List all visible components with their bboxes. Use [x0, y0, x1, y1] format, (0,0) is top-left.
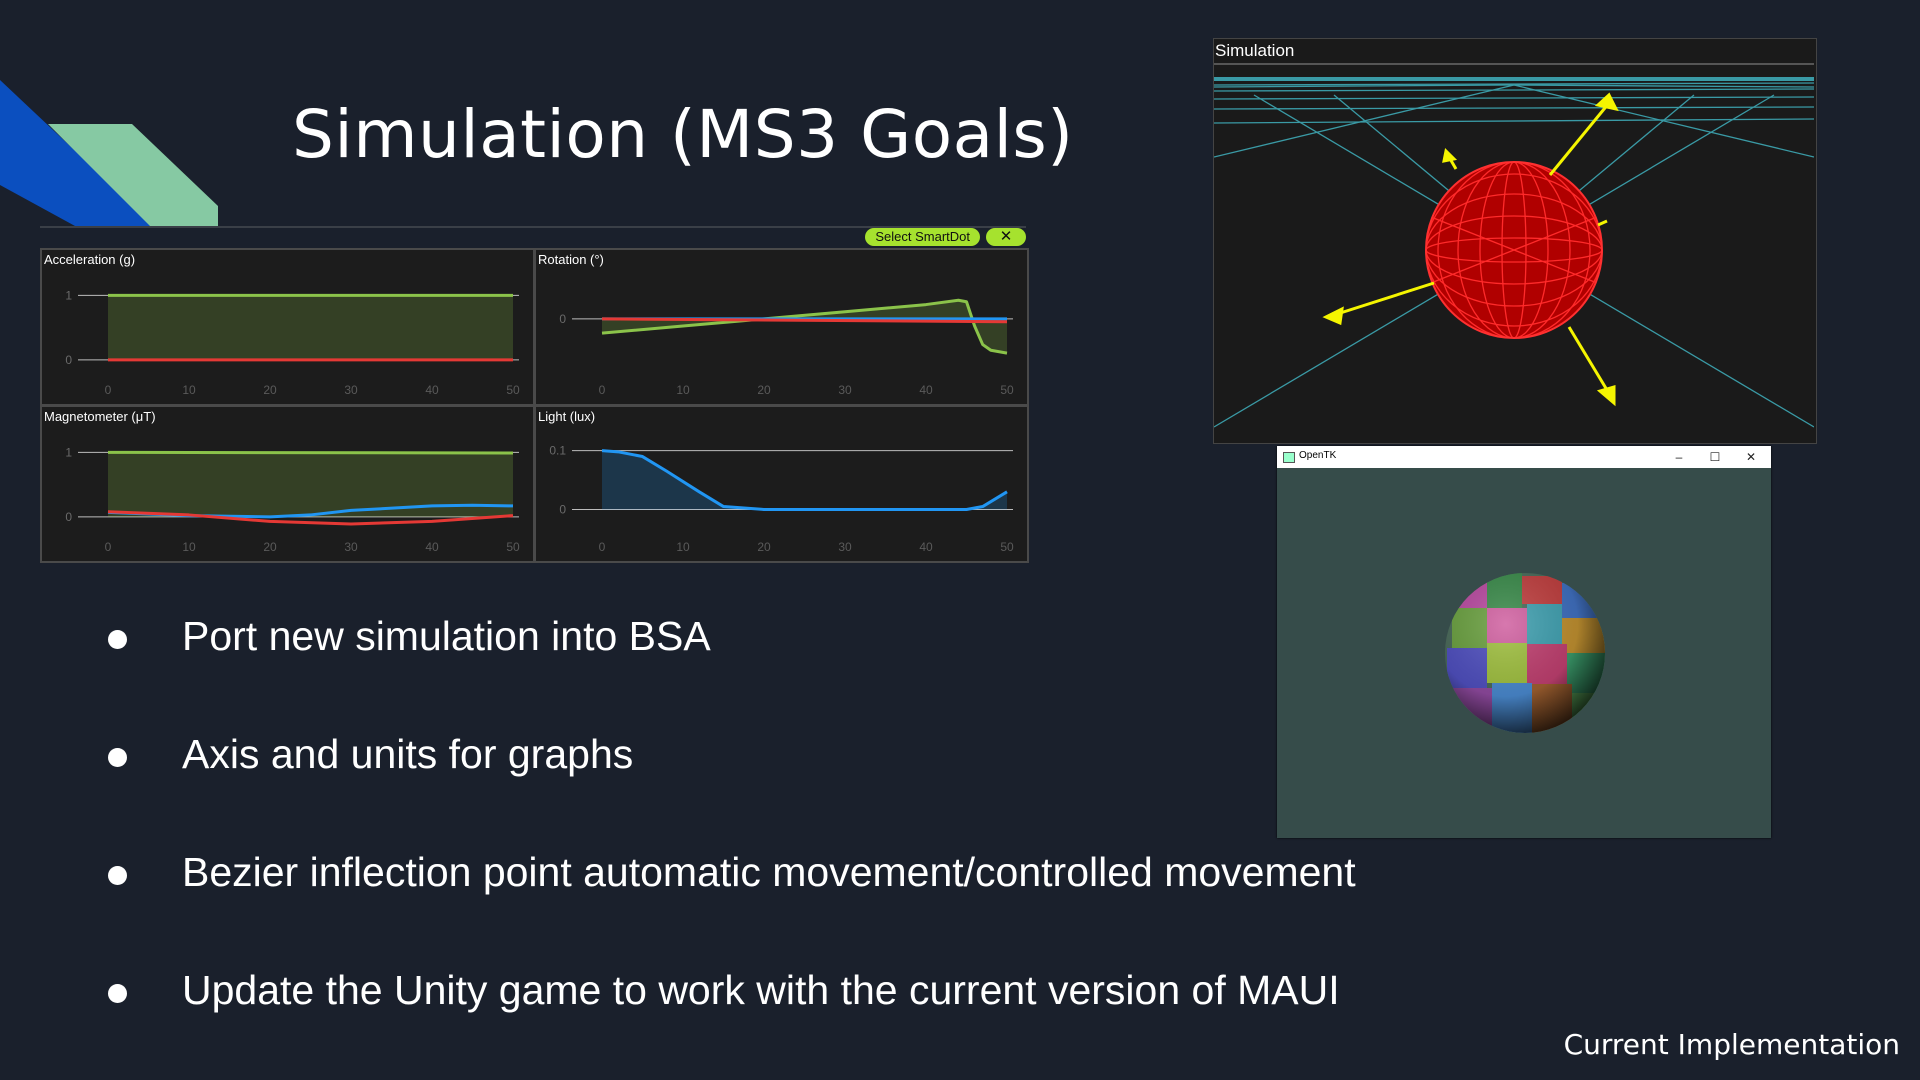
x-tick-label: 30	[344, 540, 358, 554]
simulation-scene	[1214, 77, 1814, 428]
app-icon	[1283, 452, 1295, 463]
y-tick-label: 1	[65, 445, 72, 459]
series-line	[601, 449, 1008, 511]
bullet-dot	[108, 748, 127, 767]
y-tick-label: 1	[65, 288, 72, 302]
chart-light-svg: 0 0.1 0 10 20 30 40 50	[549, 444, 1014, 554]
close-window-icon[interactable]: ✕	[1745, 450, 1757, 464]
bullet-text: Axis and units for graphs	[182, 731, 634, 777]
x-tick-label: 20	[263, 540, 277, 554]
bullet-text: Port new simulation into BSA	[182, 613, 711, 659]
y-tick-label: 0	[559, 312, 566, 326]
x-tick-label: 10	[182, 540, 196, 554]
green-stripe	[48, 124, 218, 226]
x-tick-label: 20	[263, 383, 277, 397]
x-tick-label: 30	[838, 383, 852, 397]
series-area	[602, 300, 1007, 354]
x-tick-label: 10	[676, 383, 690, 397]
bullet-dot	[108, 866, 127, 885]
x-tick-label: 40	[919, 540, 933, 554]
opentk-viewport[interactable]	[1277, 468, 1771, 838]
chart-title: Magnetometer (μT)	[44, 409, 156, 424]
red-sphere	[1425, 161, 1603, 339]
slide-caption: Current Implementation	[1563, 1028, 1900, 1061]
x-tick-label: 30	[838, 540, 852, 554]
minimize-icon[interactable]: –	[1675, 450, 1683, 464]
y-tick-label: 0.1	[549, 444, 566, 458]
corner-decoration	[0, 80, 218, 226]
maximize-icon[interactable]: ☐	[1709, 450, 1721, 464]
textured-sphere	[1445, 573, 1605, 733]
y-tick-label: 0	[65, 510, 72, 524]
opentk-window-title: OpenTK	[1299, 450, 1337, 461]
x-tick-label: 0	[599, 540, 606, 554]
x-tick-label: 20	[757, 383, 771, 397]
x-tick-label: 20	[757, 540, 771, 554]
x-tick-label: 0	[105, 540, 112, 554]
series-line	[107, 510, 514, 526]
x-tick-label: 10	[676, 540, 690, 554]
simulation-viewport[interactable]	[1214, 63, 1814, 443]
x-tick-label: 0	[105, 383, 112, 397]
x-tick-label: 10	[182, 383, 196, 397]
simulation-window[interactable]: Simulation	[1213, 38, 1817, 444]
x-tick-label: 0	[599, 383, 606, 397]
opentk-window[interactable]: OpenTK – ☐ ✕	[1277, 446, 1771, 838]
series-line	[601, 317, 1008, 324]
x-tick-label: 40	[919, 383, 933, 397]
chart-magnetometer: 0 1 0 10 20 30 40 50 Magnetometer (μT)	[40, 405, 535, 563]
chart-title: Acceleration (g)	[44, 252, 136, 267]
chart-title: Rotation (°)	[538, 252, 604, 267]
select-smartdot-button[interactable]: Select SmartDot	[865, 228, 980, 246]
series-line	[107, 450, 514, 455]
sensor-charts-panel: Select SmartDot ✕ 0 1 0 10 20 30 40 50 Accelera…	[40, 226, 1029, 563]
chart-magnetometer-svg: 010 10 20 30 40 50	[65, 445, 520, 554]
x-tick-label: 50	[506, 383, 520, 397]
series-area	[108, 295, 513, 360]
y-tick-label: 0	[559, 502, 566, 516]
bullet-text: Update the Unity game to work with the c…	[182, 967, 1340, 1013]
x-tick-label: 40	[425, 540, 439, 554]
chart-acceleration: 0 1 0 10 20 30 40 50 Acceleration (g)	[40, 248, 535, 406]
series-area	[108, 452, 513, 517]
bullet-dot	[108, 984, 127, 1003]
x-tick-label: 50	[1000, 540, 1014, 554]
x-tick-label: 50	[506, 540, 520, 554]
chart-title: Light (lux)	[538, 409, 596, 424]
close-button[interactable]: ✕	[986, 228, 1026, 246]
slide-title: Simulation (MS3 Goals)	[292, 96, 1074, 173]
chart-acceleration-svg: 010 10 20 30 40 50	[65, 288, 520, 397]
chart-rotation-svg: 0 0 10 20 30 40 50	[559, 298, 1014, 397]
bullet-text: Bezier inflection point automatic moveme…	[182, 849, 1356, 895]
chart-rotation: 0 0 10 20 30 40 50 Rotation (°)	[534, 248, 1029, 406]
opentk-titlebar[interactable]: OpenTK – ☐ ✕	[1277, 446, 1771, 468]
bullet-dot	[108, 630, 127, 649]
simulation-window-title: Simulation	[1215, 41, 1295, 60]
series-area	[602, 450, 1007, 510]
x-tick-label: 30	[344, 383, 358, 397]
chart-light: 0 0.1 0 10 20 30 40 50 Light (lux)	[534, 405, 1029, 563]
y-tick-label: 0	[65, 353, 72, 367]
charts-toolbar: Select SmartDot ✕	[865, 228, 1026, 248]
x-tick-label: 40	[425, 383, 439, 397]
x-tick-label: 50	[1000, 383, 1014, 397]
axis-arrows	[1322, 92, 1619, 407]
